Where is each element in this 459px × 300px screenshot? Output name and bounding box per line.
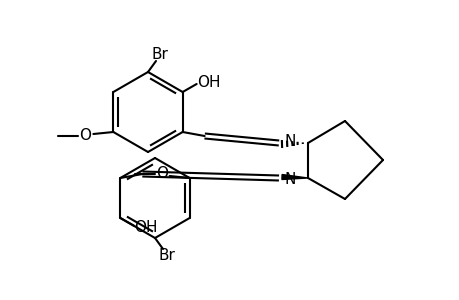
Text: N: N (284, 134, 295, 148)
Text: OH: OH (134, 220, 158, 236)
Text: O: O (79, 128, 91, 143)
Text: OH: OH (196, 74, 220, 89)
Text: O: O (155, 167, 167, 182)
Polygon shape (281, 175, 308, 179)
Text: N: N (284, 172, 295, 188)
Text: Br: Br (151, 46, 168, 62)
Text: Br: Br (158, 248, 175, 263)
